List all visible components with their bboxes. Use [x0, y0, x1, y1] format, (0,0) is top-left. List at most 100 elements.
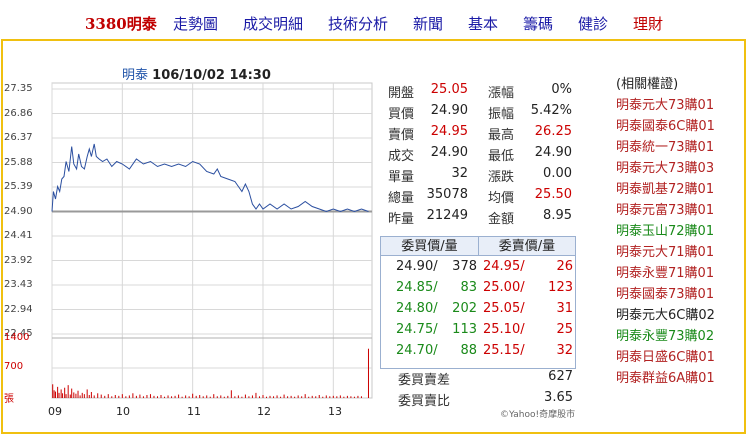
nav-stock-link[interactable]: 3380明泰 — [85, 15, 157, 33]
bid-price: 24.75/ — [396, 322, 438, 337]
volume-tick-label: 張 — [4, 394, 14, 405]
nav-finance-link[interactable]: 理財 — [633, 15, 664, 33]
quote-label: 漲幅 — [488, 86, 515, 101]
price-tick-label: 25.39 — [4, 181, 33, 192]
quote-label: 賣價 — [388, 128, 415, 143]
nav-news-link[interactable]: 新聞 — [413, 15, 444, 33]
ask-price: 25.00/ — [483, 280, 525, 295]
quote-label: 均價 — [488, 191, 515, 206]
quote-value: 24.90 — [534, 145, 572, 160]
bid-qty: 378 — [452, 259, 477, 274]
price-tick-label: 25.88 — [4, 156, 33, 168]
price-tick-label: 24.41 — [4, 230, 33, 241]
quote-value: 25.05 — [430, 82, 468, 97]
quote-label: 最高 — [488, 128, 515, 143]
quote-label: 金額 — [488, 212, 515, 227]
plot-border — [51, 82, 373, 399]
chart-credit: ©Yahoo!奇摩股市 — [500, 410, 576, 420]
ask-qty: 31 — [556, 301, 573, 316]
chart-stock-name: 明泰 — [122, 68, 149, 83]
quote-label: 買價 — [388, 107, 415, 122]
quote-value: 0% — [551, 82, 572, 97]
order-ratio-label: 委買賣比 — [398, 394, 451, 409]
quote-label: 最低 — [488, 149, 515, 164]
volume-tick-label: 1400 — [4, 332, 30, 343]
bid-price: 24.80/ — [396, 301, 438, 316]
order-book: 委買價/量 委賣價/量 24.90/378 24.95/26 24.85/83 25.… — [380, 236, 576, 369]
time-tick-label: 10 — [116, 405, 130, 418]
nav-trades-link[interactable]: 成交明細 — [243, 15, 304, 33]
price-tick-label: 23.92 — [4, 254, 33, 266]
warrant-link[interactable]: 明泰統一73購01 — [616, 140, 715, 155]
price-line — [51, 143, 369, 213]
bid-qty: 113 — [452, 322, 477, 337]
order-diff-label: 委買賣差 — [398, 373, 451, 388]
quote-label: 開盤 — [388, 86, 415, 101]
chart-datetime: 106/10/02 14:30 — [152, 68, 271, 83]
quote-value: 24.90 — [430, 145, 468, 160]
ask-header: 委賣價/量 — [478, 237, 575, 256]
price-tick-label: 27.35 — [4, 83, 33, 94]
quote-value: 25.50 — [534, 187, 572, 202]
bid-price: 24.85/ — [396, 280, 438, 295]
bid-header: 委買價/量 — [381, 237, 478, 256]
quote-label: 單量 — [388, 170, 415, 185]
warrant-link[interactable]: 明泰元大71購01 — [616, 245, 715, 260]
warrant-link[interactable]: 明泰元大73購03 — [616, 161, 715, 176]
ask-qty: 32 — [556, 343, 573, 358]
order-ratio-value: 3.65 — [544, 390, 573, 405]
warrant-link[interactable]: 明泰群益6A購01 — [616, 371, 715, 386]
nav-technical-link[interactable]: 技術分析 — [328, 15, 389, 33]
warrant-link[interactable]: 明泰凱基72購01 — [616, 182, 715, 197]
quote-value: 24.90 — [430, 103, 468, 118]
top-nav: 3380明泰 走勢圖 成交明細 技術分析 新聞 基本 籌碼 健診 理財 — [0, 0, 749, 48]
volume-tick-label: 700 — [4, 361, 24, 372]
content-frame — [1, 39, 746, 434]
price-volume-chart — [51, 82, 373, 399]
warrant-link[interactable]: 明泰永豐71購01 — [616, 266, 715, 281]
warrant-link[interactable]: 明泰元大6C購02 — [616, 308, 715, 323]
warrant-link[interactable]: 明泰永豐73購02 — [616, 329, 715, 344]
time-tick-label: 12 — [257, 405, 271, 418]
quote-label: 振幅 — [488, 107, 515, 122]
warrant-link[interactable]: 明泰元富73購01 — [616, 203, 715, 218]
quote-value: 32 — [451, 166, 468, 181]
warrants-header: (相關權證) — [616, 77, 679, 92]
bid-qty: 83 — [460, 280, 477, 295]
quote-label: 成交 — [388, 149, 415, 164]
price-tick-label: 26.37 — [4, 132, 33, 143]
time-tick-label: 09 — [48, 405, 62, 418]
order-diff-value: 627 — [548, 369, 573, 384]
nav-chips-link[interactable]: 籌碼 — [523, 15, 554, 33]
chart-title: 明泰 106/10/02 14:30 — [122, 64, 271, 83]
bid-price: 24.70/ — [396, 343, 438, 358]
nav-checkup-link[interactable]: 健診 — [578, 15, 609, 33]
price-tick-label: 22.45 — [4, 328, 33, 339]
quote-value: 5.42% — [530, 103, 572, 118]
price-tick-label: 26.86 — [4, 107, 33, 119]
ask-price: 25.10/ — [483, 322, 525, 337]
quote-value: 8.95 — [543, 208, 572, 223]
warrant-link[interactable]: 明泰國泰73購01 — [616, 287, 715, 302]
ask-qty: 123 — [548, 280, 573, 295]
ask-qty: 25 — [556, 322, 573, 337]
ask-qty: 26 — [556, 259, 573, 274]
warrant-link[interactable]: 明泰玉山72購01 — [616, 224, 715, 239]
price-tick-label: 24.90 — [4, 205, 33, 217]
quote-value: 24.95 — [430, 124, 468, 139]
nav-chart-link[interactable]: 走勢圖 — [173, 15, 219, 33]
price-tick-label: 23.43 — [4, 279, 33, 290]
bid-qty: 202 — [452, 301, 477, 316]
ask-price: 25.05/ — [483, 301, 525, 316]
quote-value: 21249 — [426, 208, 468, 223]
quote-label: 漲跌 — [488, 170, 515, 185]
ask-price: 25.15/ — [483, 343, 525, 358]
time-tick-label: 11 — [187, 405, 201, 418]
warrant-link[interactable]: 明泰元大73購01 — [616, 98, 715, 113]
bid-price: 24.90/ — [396, 259, 438, 274]
warrant-link[interactable]: 明泰日盛6C購01 — [616, 350, 715, 365]
nav-basic-link[interactable]: 基本 — [468, 15, 499, 33]
warrant-link[interactable]: 明泰國泰6C購01 — [616, 119, 715, 134]
bid-qty: 88 — [460, 343, 477, 358]
quote-value: 35078 — [426, 187, 468, 202]
